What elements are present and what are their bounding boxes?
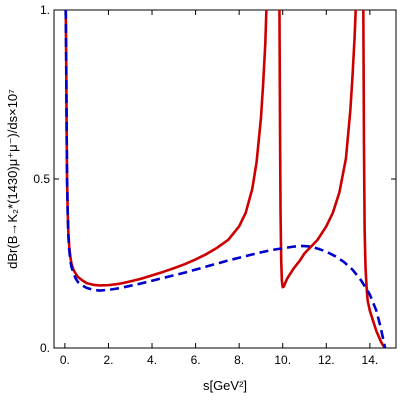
x-axis-title: s[GeV²] <box>203 378 247 393</box>
x-tick-label: 14. <box>362 353 379 367</box>
series-line-dashed <box>64 10 387 348</box>
x-tick-label: 4. <box>147 353 157 367</box>
x-tick-label: 8. <box>234 353 244 367</box>
y-tick-label: 0.5 <box>33 172 50 186</box>
x-axis: 0. 2. 4. 6. 8. 10. 12. 14. <box>60 10 378 367</box>
x-tick-label: 0. <box>60 353 70 367</box>
x-tick-label: 10. <box>274 353 291 367</box>
y-axis: 0. 0.5 1. <box>33 3 396 355</box>
x-tick-label: 12. <box>318 353 335 367</box>
plot-frame <box>53 9 397 349</box>
series-layer <box>64 10 387 348</box>
y-axis-title: dBr(B→K₂*(1430)μ⁺μ⁻)/ds×10⁷ <box>5 89 20 269</box>
series-line-solid <box>362 10 387 348</box>
series-line-solid <box>278 10 357 289</box>
y-tick-label: 0. <box>40 341 50 355</box>
y-tick-label: 1. <box>40 3 50 17</box>
x-tick-label: 6. <box>191 353 201 367</box>
x-tick-label: 2. <box>103 353 113 367</box>
series-line-solid <box>64 10 268 287</box>
